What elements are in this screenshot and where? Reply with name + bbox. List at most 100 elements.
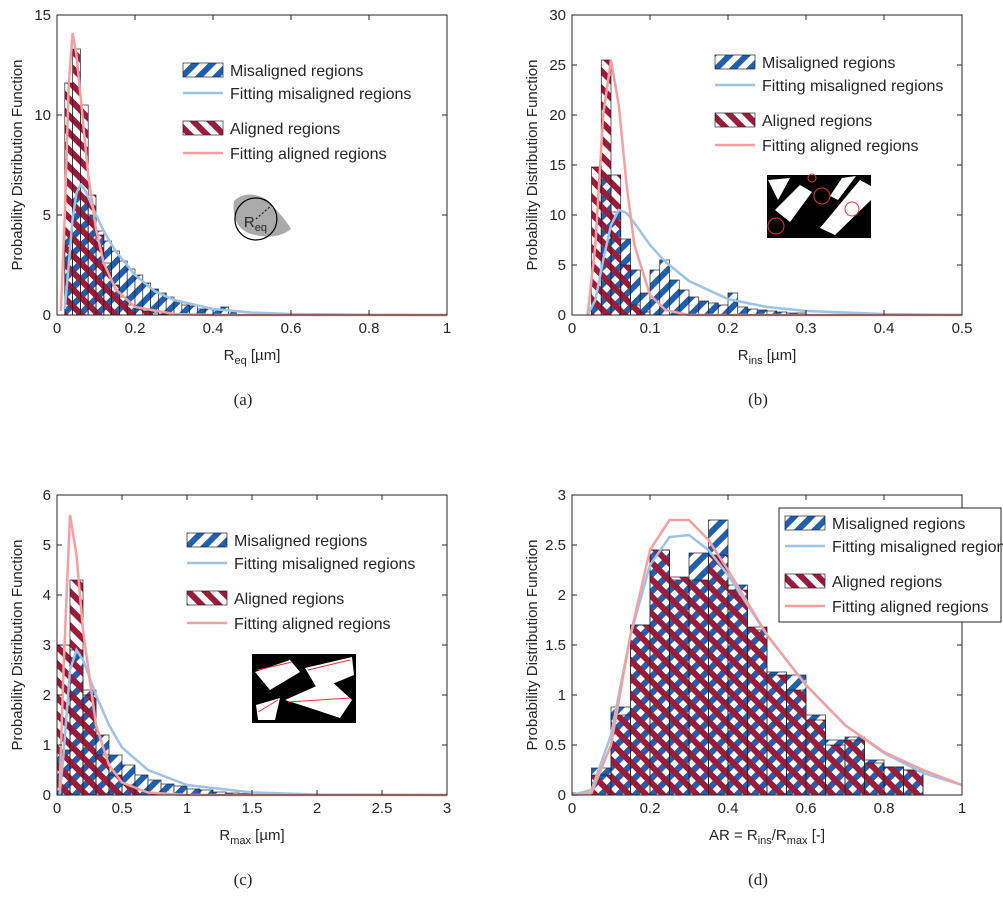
legend-label: Aligned regions [832,574,942,591]
y-tick-label: 2.5 [545,537,566,554]
y-axis-label: Probability Distribution Function [9,540,26,751]
legend-label: Misaligned regions [832,516,965,533]
x-axis-label: Req [µm] [224,347,281,367]
histogram-bar [688,579,709,796]
y-tick-label: 5 [43,537,51,554]
x-tick-label: 1 [183,800,191,817]
fit-line [63,182,448,317]
x-axis-label-part: /R [772,827,787,844]
x-tick-label: 0.8 [874,800,895,817]
plot-area [572,15,962,315]
axes-box [56,14,448,316]
histogram-bar [142,310,151,316]
x-axis-label: Rins [µm] [738,347,797,367]
fit-line [586,208,963,317]
x-tick-label: 0.2 [640,800,661,817]
y-axis-label: Probability Distribution Function [9,60,26,271]
x-axis-label-part: eq [234,355,246,367]
inset-label-part: eq [255,222,267,234]
y-tick-label: 0 [558,787,566,804]
x-tick-label: 0.5 [952,320,973,337]
x-axis-label-part: max [787,835,808,847]
histogram-bar [134,308,144,316]
y-tick-label: 10 [34,107,51,124]
legend-swatch [182,120,224,136]
legend-label: Fitting misaligned regions [234,556,415,573]
plot-area [57,495,447,795]
y-tick-label: 1.5 [545,637,566,654]
histogram-bar [669,279,680,316]
legend-label: Misaligned regions [762,55,895,72]
legend-label: Fitting aligned regions [234,616,391,633]
x-tick-label: 1 [443,320,451,337]
y-tick-label: 2 [43,687,51,704]
histogram-bar [649,549,670,796]
inset-shape [233,194,291,237]
y-tick-label: 1 [558,687,566,704]
legend-label: Fitting misaligned regions [832,539,1003,556]
histogram-bar [678,289,690,316]
x-axis-label-part: R [224,347,235,364]
histogram-bar [844,739,865,796]
legend-label: Aligned regions [230,121,340,138]
legend-label: Misaligned regions [230,63,363,80]
y-tick-label: 5 [558,257,566,274]
x-tick-label: 1.5 [242,800,263,817]
x-tick-label: 0 [53,320,61,337]
y-tick-label: 1 [43,737,51,754]
legend-swatch [784,573,826,589]
histogram-bar [630,304,641,316]
x-tick-label: 2.5 [372,800,393,817]
x-axis-label: Rmax [µm] [219,827,284,847]
y-axis-label: Probability Distribution Function [524,540,541,751]
legend-label: Fitting misaligned regions [230,86,411,103]
legend-label: Fitting misaligned regions [762,78,943,95]
x-tick-label: 0.3 [796,320,817,337]
x-axis-label-part: R [219,827,230,844]
x-tick-label: 0.6 [796,800,817,817]
y-tick-label: 15 [34,7,51,24]
legend-swatch [784,515,826,531]
y-tick-label: 0 [558,307,566,324]
histogram-bar [610,174,622,316]
histogram-bar [688,296,700,316]
caption: (a) [234,390,253,409]
histogram-bar [630,624,651,796]
x-tick-label: 0.1 [640,320,661,337]
legend-swatch [182,62,224,78]
caption: (d) [748,870,768,889]
histogram-bar [727,589,748,796]
x-axis-label-part: ins [758,835,773,847]
histogram-bar [620,264,631,316]
x-tick-label: 1 [958,800,966,817]
x-tick-label: 0 [568,800,576,817]
insets [252,173,871,723]
x-tick-label: 2 [313,800,321,817]
inset-label: Req [244,214,267,234]
y-tick-label: 0.5 [545,737,566,754]
y-tick-label: 0 [43,787,51,804]
x-tick-label: 0.2 [125,320,146,337]
histogram-bar [708,302,719,316]
histogram-bar [717,304,729,316]
caption: (b) [748,390,768,409]
inset-radius [255,204,273,220]
x-axis-label: AR = Rins/Rmax [-] [709,827,825,847]
x-tick-label: 0.6 [281,320,302,337]
inset-circle [234,197,278,241]
legend-label: Fitting aligned regions [230,146,387,163]
inset-image [252,654,356,723]
legend-label: Aligned regions [762,113,872,130]
y-tick-label: 10 [549,207,566,224]
y-tick-label: 15 [549,157,566,174]
y-axis-label: Probability Distribution Function [524,60,541,271]
x-tick-label: 3 [443,800,451,817]
histogram-bar [903,769,924,796]
x-tick-label: 0.4 [718,800,739,817]
y-tick-label: 30 [549,7,566,24]
legend-swatch [186,532,228,548]
x-axis-label-part: [µm] [251,827,285,844]
x-axis-label-part: max [230,835,251,847]
histogram-bar [766,674,787,796]
